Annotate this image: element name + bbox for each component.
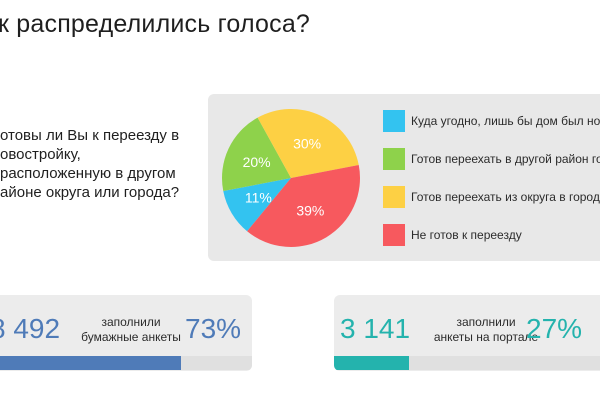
stat-percent: 73% [185, 313, 242, 344]
pie-chart: 11% 20% 30% 39% [222, 109, 360, 247]
stat-number: 8 492 [0, 313, 61, 344]
legend-label: Не готов к переезду [411, 228, 522, 242]
progress-fill [0, 356, 181, 370]
stat-card-portal: 3 141 заполнили анкеты на портале 27% [334, 295, 600, 371]
stat-text-line: бумажные анкеты [81, 330, 181, 344]
stat-description: заполнили анкеты на портале [424, 315, 548, 345]
legend-swatch [383, 148, 405, 170]
legend-label: Куда угодно, лишь бы дом был нов [411, 114, 600, 128]
stat-text-line: заполнили [101, 315, 161, 329]
pie-slice [257, 109, 359, 178]
legend-item: Готов переехать в другой район го [383, 148, 600, 178]
pie-slice-label: 39% [296, 203, 324, 219]
stat-number: 3 141 [340, 313, 411, 344]
progress-track [0, 356, 252, 370]
question-line: расположенную в другом [0, 165, 176, 182]
legend-item: Не готов к переезду [383, 224, 600, 254]
legend-item: Куда угодно, лишь бы дом был нов [383, 110, 600, 140]
chart-legend: Куда угодно, лишь бы дом был нов Готов п… [383, 110, 600, 261]
pie-slice [222, 117, 291, 192]
pie-slice [247, 164, 360, 247]
pie-slice-label: 30% [293, 136, 321, 152]
survey-question: отовы ли Вы к переезду в овостройку, рас… [0, 126, 200, 202]
legend-item: Готов переехать из округа в город [383, 186, 600, 216]
progress-track [334, 356, 600, 370]
legend-label: Готов переехать из округа в город [411, 190, 600, 204]
question-line: отовы ли Вы к переезду в [0, 127, 180, 144]
question-line: овостройку, [0, 146, 81, 163]
progress-fill [334, 356, 409, 370]
stat-text-line: заполнили [456, 315, 516, 329]
stat-description: заполнили бумажные анкеты [76, 315, 186, 345]
legend-swatch [383, 110, 405, 132]
legend-label: Готов переехать в другой район го [411, 152, 600, 166]
chart-panel: 11% 20% 30% 39% Куда угодно, лишь бы дом бы… [208, 94, 600, 261]
pie-slice [223, 178, 291, 232]
stat-percent: 27% [526, 313, 583, 344]
legend-swatch [383, 224, 405, 246]
legend-swatch [383, 186, 405, 208]
pie-slice-label: 20% [243, 154, 271, 170]
question-line: айоне округа или города? [0, 184, 180, 201]
page-title: к распределились голоса? [0, 10, 311, 38]
pie-slice-label: 11% [245, 189, 272, 205]
stat-text-line: анкеты на портале [433, 330, 539, 344]
stat-card-paper: 8 492 заполнили бумажные анкеты 73% [0, 295, 252, 371]
